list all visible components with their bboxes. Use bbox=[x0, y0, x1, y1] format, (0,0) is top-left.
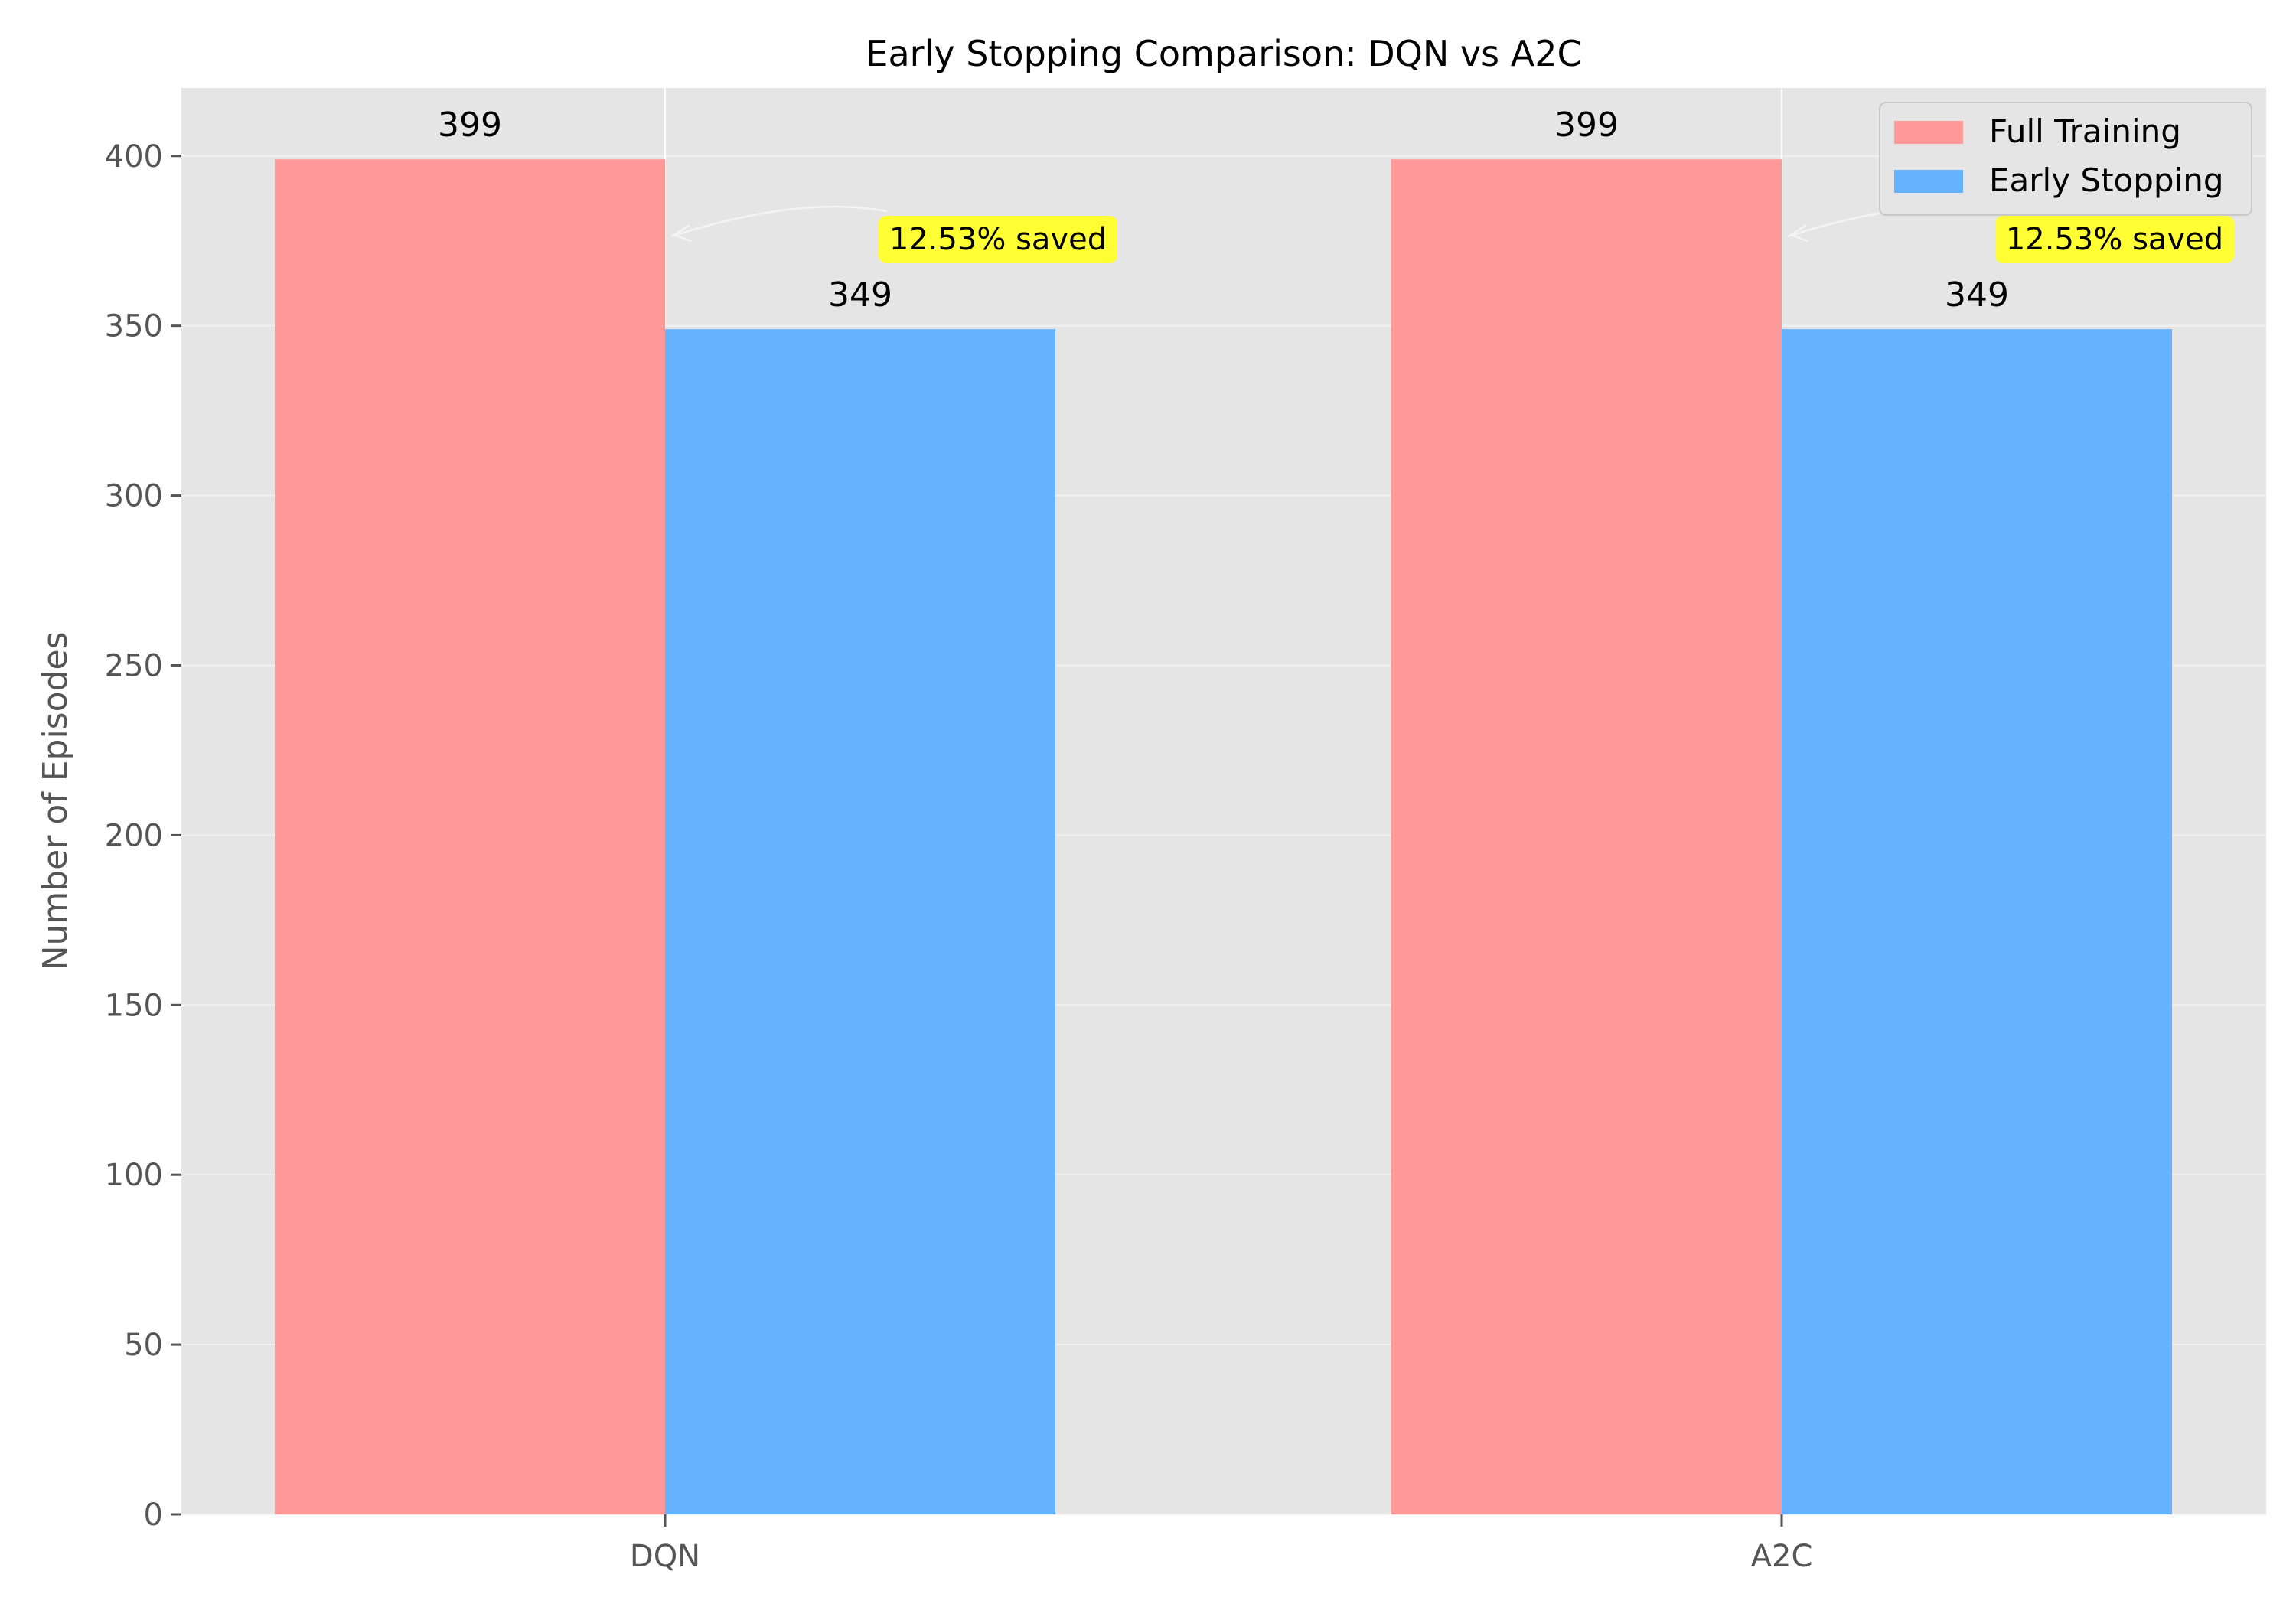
legend: Full Training Early Stopping bbox=[1879, 102, 2252, 216]
bars bbox=[275, 159, 2172, 1515]
annotation-label-a2c: 12.53% saved bbox=[2006, 222, 2223, 257]
y-axis: 0 50 100 150 200 250 300 350 400 bbox=[105, 139, 181, 1533]
annotation-badge-dqn bbox=[879, 216, 1117, 263]
annotation-label-dqn: 12.53% saved bbox=[889, 222, 1107, 257]
y-tick-label-50: 50 bbox=[124, 1328, 163, 1363]
bar-early-stopping-a2c bbox=[1782, 329, 2172, 1515]
annotation-badge-a2c bbox=[1995, 216, 2234, 263]
y-tick-label-400: 400 bbox=[105, 139, 163, 174]
legend-label-early-stopping: Early Stopping bbox=[1989, 161, 2224, 199]
value-label-full-training-a2c: 399 bbox=[1554, 106, 1619, 145]
legend-label-full-training: Full Training bbox=[1989, 112, 2181, 150]
annotation-arrowhead-a2c bbox=[1790, 223, 1808, 243]
bar-full-training-dqn bbox=[275, 159, 665, 1515]
y-tick-label-300: 300 bbox=[105, 479, 163, 514]
value-label-early-stopping-dqn: 349 bbox=[828, 275, 892, 315]
y-tick-label-250: 250 bbox=[105, 648, 163, 683]
y-tick-label-100: 100 bbox=[105, 1158, 163, 1193]
y-tick-label-200: 200 bbox=[105, 818, 163, 853]
legend-swatch-full-training bbox=[1894, 121, 1963, 144]
value-label-full-training-dqn: 399 bbox=[438, 106, 502, 145]
value-labels: 399 399 349 349 bbox=[438, 106, 2009, 315]
bar-early-stopping-dqn bbox=[665, 329, 1055, 1515]
value-label-early-stopping-a2c: 349 bbox=[1945, 275, 2009, 315]
y-tick-label-350: 350 bbox=[105, 309, 163, 344]
y-tick-label-150: 150 bbox=[105, 988, 163, 1023]
bar-full-training-a2c bbox=[1391, 159, 1782, 1515]
annotation-arrow-dqn bbox=[670, 205, 888, 238]
annotations: 12.53% saved 12.53% saved bbox=[670, 205, 2234, 263]
x-tick-label-dqn: DQN bbox=[630, 1539, 700, 1574]
y-axis-title: Number of Episodes bbox=[36, 632, 75, 971]
chart-title: Early Stopping Comparison: DQN vs A2C bbox=[866, 33, 1581, 74]
legend-box bbox=[1879, 102, 2252, 216]
x-tick-label-a2c: A2C bbox=[1751, 1539, 1813, 1574]
x-axis: DQN A2C bbox=[630, 1514, 1812, 1574]
legend-swatch-early-stopping bbox=[1894, 170, 1963, 193]
annotation-arrowhead-dqn bbox=[673, 223, 692, 243]
y-tick-label-0: 0 bbox=[144, 1498, 163, 1533]
